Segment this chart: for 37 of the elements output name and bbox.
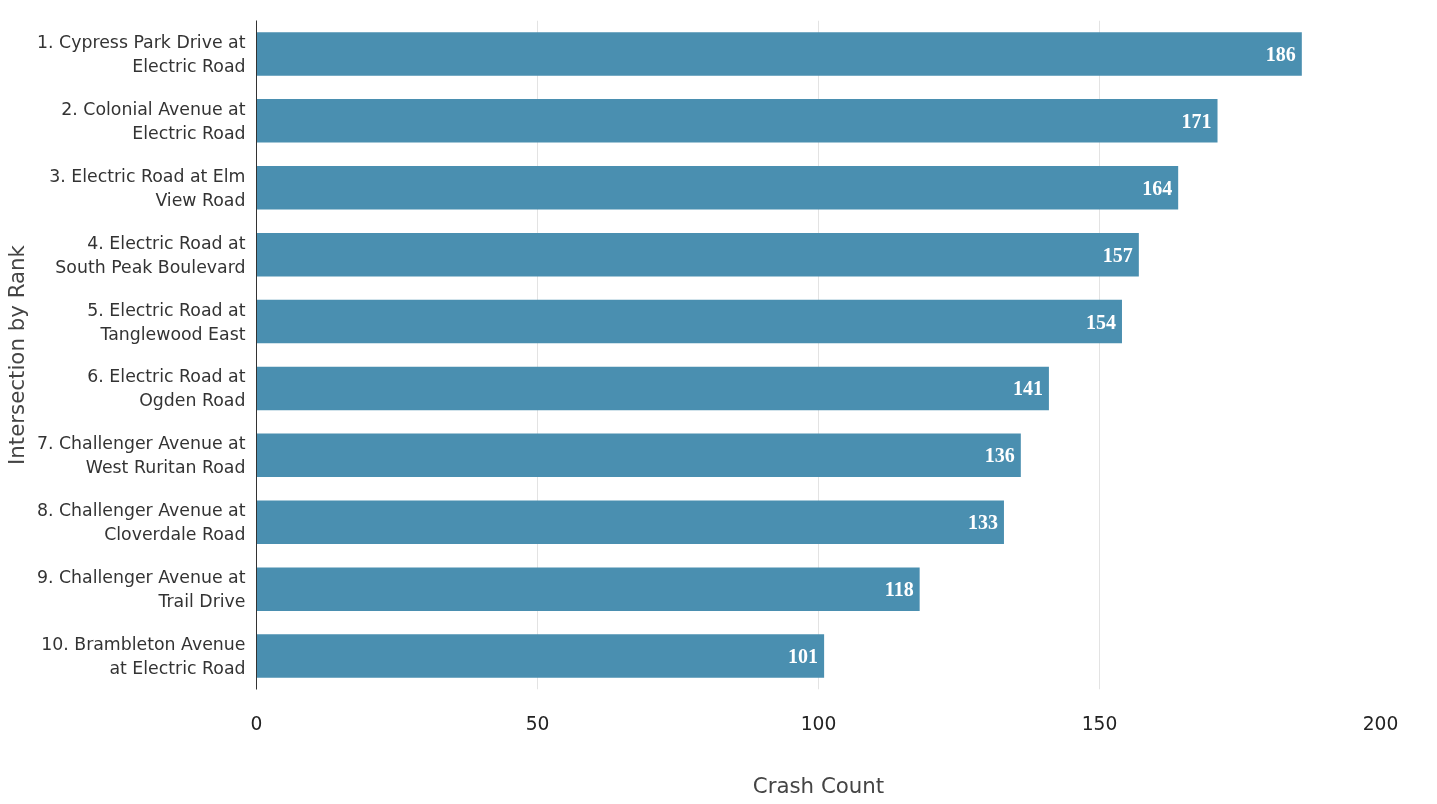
bar [256, 366, 1049, 411]
y-tick-label: 5. Electric Road at Tanglewood East [87, 299, 246, 344]
bar [256, 32, 1302, 76]
data-label: 157 [1102, 243, 1133, 266]
bar [256, 433, 1021, 478]
y-tick-label: 2. Colonial Avenue at Electric Road [61, 98, 246, 143]
data-label: 118 [884, 578, 914, 601]
data-label: 141 [1012, 377, 1043, 400]
y-tick-label: 6. Electric Road at Ogden Road [87, 366, 246, 411]
x-tick-label: 0 [250, 712, 263, 734]
y-tick-label: 7. Challenger Avenue at West Ruritan Road [36, 433, 246, 478]
data-label: 164 [1142, 176, 1173, 199]
data-label: 136 [984, 444, 1015, 467]
bar [256, 299, 1122, 344]
data-label: 133 [967, 511, 998, 534]
y-tick-label: 4. Electric Road at South Peak Boulevard [55, 232, 246, 277]
bar [256, 634, 825, 678]
bar [256, 500, 1004, 544]
x-tick-label: 150 [1081, 712, 1118, 734]
y-tick-label: 10. Brambleton Avenue at Electric Road [41, 634, 246, 679]
bar [256, 567, 920, 611]
data-label: 154 [1085, 310, 1116, 333]
data-label: 186 [1265, 42, 1296, 65]
x-axis-title: Crash Count [752, 772, 885, 798]
x-tick-label: 50 [525, 712, 550, 734]
x-tick-label: 100 [800, 712, 837, 734]
y-axis-title: Intersection by Rank [3, 244, 29, 465]
y-tick-label: 1. Cypress Park Drive at Electric Road [37, 31, 246, 76]
data-label: 101 [788, 645, 819, 668]
x-tick-label: 200 [1362, 712, 1399, 734]
y-tick-label: 8. Challenger Avenue at Cloverdale Road [36, 500, 246, 545]
bar [256, 99, 1218, 143]
bar [256, 232, 1139, 277]
bar [256, 166, 1179, 210]
data-label: 171 [1181, 109, 1212, 132]
y-tick-label: 9. Challenger Avenue at Trail Drive [36, 567, 246, 612]
y-tick-label: 3. Electric Road at Elm View Road [49, 165, 246, 210]
